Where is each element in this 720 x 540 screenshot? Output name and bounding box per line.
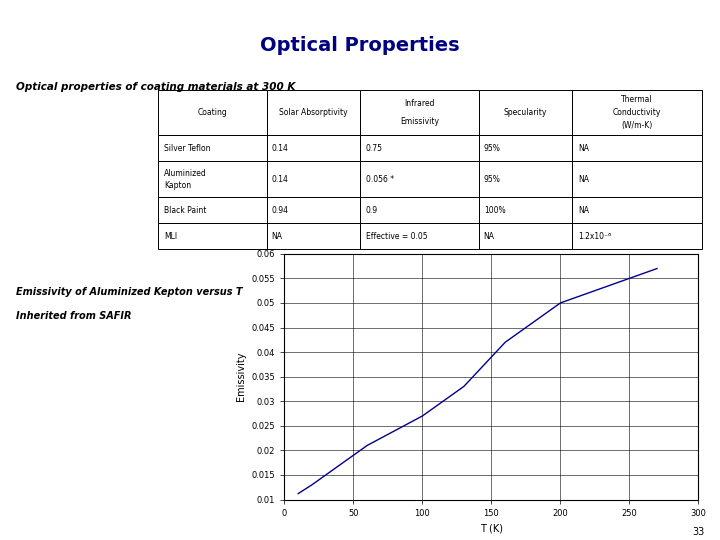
Text: Optical properties of coating materials at 300 K: Optical properties of coating materials … bbox=[16, 83, 295, 92]
Text: Thermal: Thermal bbox=[621, 96, 652, 104]
Text: 1.2x10⁻⁶: 1.2x10⁻⁶ bbox=[578, 232, 611, 241]
Text: NA: NA bbox=[578, 175, 589, 184]
Bar bbox=[359, 90, 479, 135]
Text: NA: NA bbox=[578, 144, 589, 153]
Bar bbox=[359, 161, 479, 197]
Text: Specularity: Specularity bbox=[504, 108, 547, 117]
Text: Conductivity: Conductivity bbox=[613, 108, 661, 117]
Bar bbox=[267, 197, 359, 223]
Text: Infrared: Infrared bbox=[404, 99, 435, 108]
Text: Coating: Coating bbox=[198, 108, 228, 117]
Text: MLI: MLI bbox=[164, 232, 177, 241]
Text: 0.94: 0.94 bbox=[271, 206, 289, 214]
Bar bbox=[359, 135, 479, 161]
Text: Silver Teflon: Silver Teflon bbox=[164, 144, 210, 153]
Text: NA: NA bbox=[484, 232, 495, 241]
Bar bbox=[479, 197, 572, 223]
Bar bbox=[572, 161, 702, 197]
Bar bbox=[572, 223, 702, 249]
Text: 95%: 95% bbox=[484, 144, 500, 153]
Text: Emissivity of Aluminized Kepton versus T: Emissivity of Aluminized Kepton versus T bbox=[16, 287, 243, 296]
Text: Inherited from SAFIR: Inherited from SAFIR bbox=[16, 311, 131, 321]
Bar bbox=[267, 161, 359, 197]
Y-axis label: Emissivity: Emissivity bbox=[236, 352, 246, 401]
Bar bbox=[158, 161, 267, 197]
Text: Effective = 0.05: Effective = 0.05 bbox=[366, 232, 427, 241]
Bar bbox=[158, 135, 267, 161]
Bar bbox=[479, 135, 572, 161]
Text: Black Paint: Black Paint bbox=[164, 206, 206, 214]
Text: 0.9: 0.9 bbox=[366, 206, 377, 214]
Bar bbox=[158, 90, 267, 135]
Text: EPIC: EPIC bbox=[678, 65, 704, 75]
Text: 0.056 *: 0.056 * bbox=[366, 175, 394, 184]
Bar bbox=[267, 135, 359, 161]
Text: 33: 33 bbox=[692, 527, 704, 537]
Text: Kapton: Kapton bbox=[164, 181, 191, 190]
Bar bbox=[359, 223, 479, 249]
X-axis label: T (K): T (K) bbox=[480, 523, 503, 533]
Bar bbox=[359, 197, 479, 223]
Bar bbox=[158, 223, 267, 249]
Bar bbox=[572, 90, 702, 135]
Bar bbox=[572, 135, 702, 161]
Text: NA: NA bbox=[578, 206, 589, 214]
Text: 0.14: 0.14 bbox=[271, 144, 289, 153]
Bar bbox=[267, 223, 359, 249]
Text: NA: NA bbox=[271, 232, 283, 241]
Text: Aluminized: Aluminized bbox=[164, 168, 207, 178]
Text: 0.75: 0.75 bbox=[366, 144, 382, 153]
Text: Solar Absorptivity: Solar Absorptivity bbox=[279, 108, 348, 117]
Text: 100%: 100% bbox=[484, 206, 505, 214]
Text: (W/m-K): (W/m-K) bbox=[621, 121, 652, 130]
Bar bbox=[479, 161, 572, 197]
Bar bbox=[158, 197, 267, 223]
Text: Emissivity: Emissivity bbox=[400, 117, 438, 126]
Text: 95%: 95% bbox=[484, 175, 500, 184]
Text: 0.14: 0.14 bbox=[271, 175, 289, 184]
Bar bbox=[479, 223, 572, 249]
Bar bbox=[267, 90, 359, 135]
Bar bbox=[572, 197, 702, 223]
Text: Optical Properties: Optical Properties bbox=[260, 36, 460, 56]
Bar bbox=[479, 90, 572, 135]
